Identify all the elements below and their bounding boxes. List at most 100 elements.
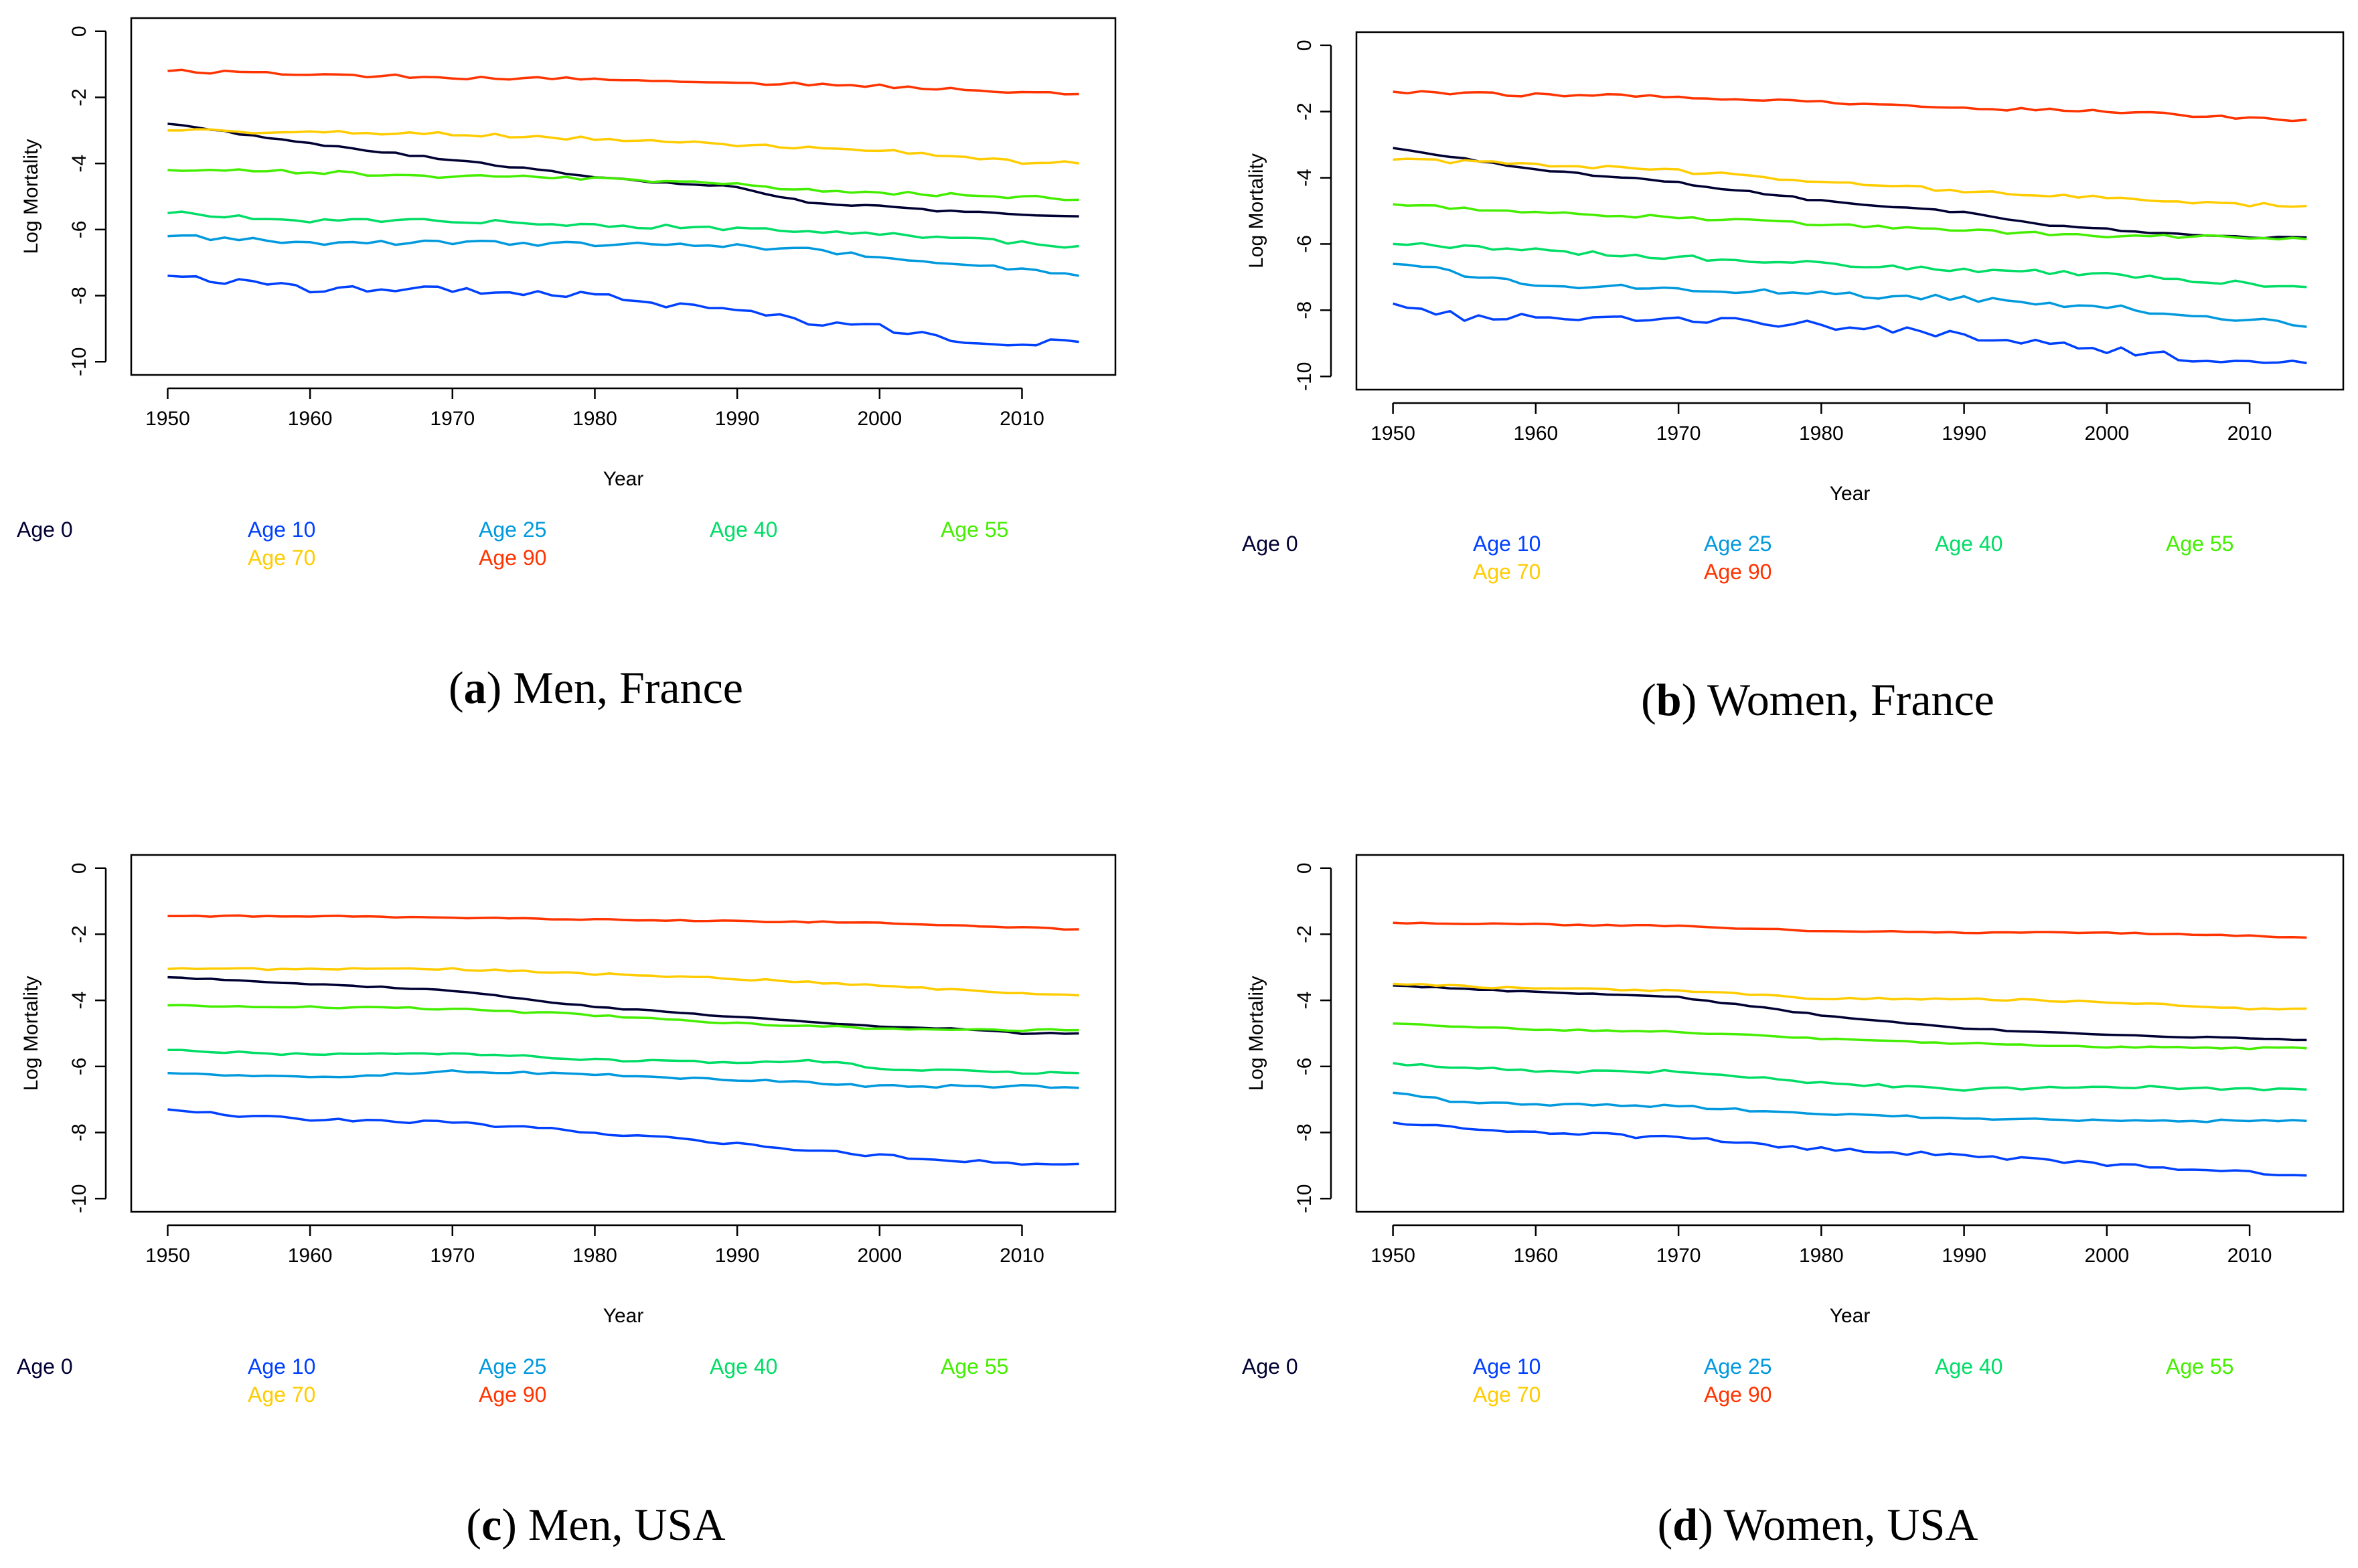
x-tick-label: 1990: [1942, 422, 1986, 445]
x-tick-label: 1990: [715, 1245, 760, 1267]
x-tick-label: 1970: [1656, 422, 1701, 445]
x-axis-label: Year: [1830, 483, 1871, 505]
legend-entry: Age 25: [1704, 532, 1772, 556]
plot-frame: [131, 855, 1115, 1212]
y-axis-label: Log Mortality: [1245, 153, 1267, 268]
series-line-age-70: [167, 129, 1079, 164]
series-line-age-10: [167, 1109, 1079, 1165]
legend-entry: Age 90: [479, 546, 546, 570]
x-tick-label: 1950: [145, 1245, 190, 1267]
x-axis-label: Year: [1830, 1305, 1871, 1327]
y-tick-label: -4: [1293, 169, 1316, 187]
legend-entry: Age 55: [941, 518, 1008, 542]
y-tick-label: 0: [1293, 40, 1316, 51]
legend-entry: Age 55: [2166, 1354, 2233, 1379]
series-line-age-25: [1393, 264, 2307, 327]
y-tick-label: 0: [68, 862, 90, 874]
series-line-age-70: [1393, 984, 2307, 1010]
y-tick-label: -10: [1293, 1184, 1316, 1213]
x-tick-label: 2000: [857, 408, 902, 430]
legend-entry: Age 10: [1473, 532, 1541, 556]
chart-panel-b: 1950 1960 1970 1980 1990 2000 2010 0 -2 -4 -6 -8 -10…: [1242, 32, 2343, 725]
x-tick-label: 1980: [1799, 422, 1844, 445]
y-axis-label: Log Mortality: [20, 976, 42, 1091]
legend-entry: Age 10: [1473, 1354, 1541, 1379]
x-tick-label: 2000: [857, 1245, 902, 1267]
legend-entry: Age 0: [17, 518, 73, 542]
series-line-age-25: [167, 236, 1079, 276]
panel-caption: (d) Women, USA: [1658, 1499, 1978, 1550]
chart-panel-a: 1950 1960 1970 1980 1990 2000 2010 0 -2 -4 -6 -8 -10…: [17, 18, 1115, 713]
legend-entry: Age 40: [710, 518, 777, 542]
legend-entry: Age 55: [2166, 532, 2233, 556]
series-line-age-0: [167, 124, 1079, 216]
x-tick-label: 2010: [2227, 1245, 2272, 1267]
y-tick-label: -6: [68, 1058, 90, 1076]
series-line-age-70: [167, 968, 1079, 996]
panel-caption: (c) Men, USA: [466, 1499, 725, 1550]
y-tick-label: -6: [68, 221, 90, 239]
x-tick-label: 1980: [572, 1245, 617, 1267]
y-tick-label: -4: [68, 992, 90, 1010]
y-tick-label: -4: [1293, 992, 1316, 1010]
x-tick-label: 1970: [430, 1245, 475, 1267]
x-tick-label: 2010: [1000, 408, 1044, 430]
series-line-age-10: [1393, 1123, 2307, 1176]
x-tick-label: 1970: [1656, 1245, 1701, 1267]
chart-panel-d: 1950 1960 1970 1980 1990 2000 2010 0 -2 -4 -6 -8 -10…: [1242, 855, 2343, 1550]
x-tick-label: 1970: [430, 408, 475, 430]
series-line-age-0: [1393, 986, 2307, 1040]
y-tick-label: 0: [68, 25, 90, 37]
x-tick-label: 2000: [2084, 422, 2129, 445]
x-tick-label: 1990: [715, 408, 760, 430]
y-tick-label: -8: [1293, 301, 1316, 319]
legend-entry: Age 70: [248, 1383, 315, 1407]
y-tick-label: -8: [1293, 1123, 1316, 1142]
legend-entry: Age 55: [941, 1354, 1008, 1379]
legend-entry: Age 90: [1704, 1383, 1772, 1407]
x-tick-label: 1990: [1942, 1245, 1986, 1267]
legend-entry: Age 25: [1704, 1354, 1772, 1379]
series-line-age-90: [1393, 923, 2307, 937]
figure-canvas: 1950 1960 1970 1980 1990 2000 2010 0 -2 -4 -6 -8 -10…: [0, 0, 2358, 1568]
x-tick-label: 2010: [1000, 1245, 1044, 1267]
series-line-age-40: [1393, 243, 2307, 287]
plot-frame: [1356, 855, 2343, 1212]
x-tick-label: 1980: [1799, 1245, 1844, 1267]
y-tick-label: 0: [1293, 862, 1316, 874]
legend-entry: Age 25: [479, 518, 546, 542]
y-axis-label: Log Mortality: [1245, 976, 1267, 1091]
y-tick-label: -10: [1293, 362, 1316, 391]
legend-entry: Age 25: [479, 1354, 546, 1379]
legend-entry: Age 10: [248, 518, 315, 542]
legend-entry: Age 40: [1935, 1354, 2002, 1379]
x-tick-label: 1950: [1370, 1245, 1415, 1267]
series-line-age-40: [1393, 1063, 2307, 1091]
x-tick-label: 1950: [145, 408, 190, 430]
y-axis-label: Log Mortality: [20, 139, 42, 254]
series-line-age-90: [167, 915, 1079, 929]
series-line-age-25: [167, 1071, 1079, 1088]
series-line-age-90: [1393, 91, 2307, 121]
panel-caption: (a) Men, France: [449, 662, 743, 713]
y-tick-label: -10: [68, 347, 90, 376]
series-line-age-55: [167, 169, 1079, 200]
legend-entry: Age 70: [1473, 1383, 1541, 1407]
legend-entry: Age 0: [1242, 1354, 1298, 1379]
series-line-age-70: [1393, 159, 2307, 207]
legend-entry: Age 90: [479, 1383, 546, 1407]
panel-caption: (b) Women, France: [1641, 674, 1994, 725]
series-line-age-25: [1393, 1093, 2307, 1122]
legend-entry: Age 90: [1704, 560, 1772, 584]
legend-entry: Age 0: [1242, 532, 1298, 556]
x-tick-label: 1980: [572, 408, 617, 430]
y-tick-label: -2: [68, 925, 90, 943]
x-tick-label: 1950: [1370, 422, 1415, 445]
legend-entry: Age 40: [710, 1354, 777, 1379]
y-tick-label: -2: [1293, 925, 1316, 943]
legend-entry: Age 0: [17, 1354, 73, 1379]
series-line-age-10: [1393, 303, 2307, 363]
x-tick-label: 1960: [1513, 422, 1558, 445]
series-line-age-90: [167, 70, 1079, 94]
series-line-age-10: [167, 276, 1079, 345]
